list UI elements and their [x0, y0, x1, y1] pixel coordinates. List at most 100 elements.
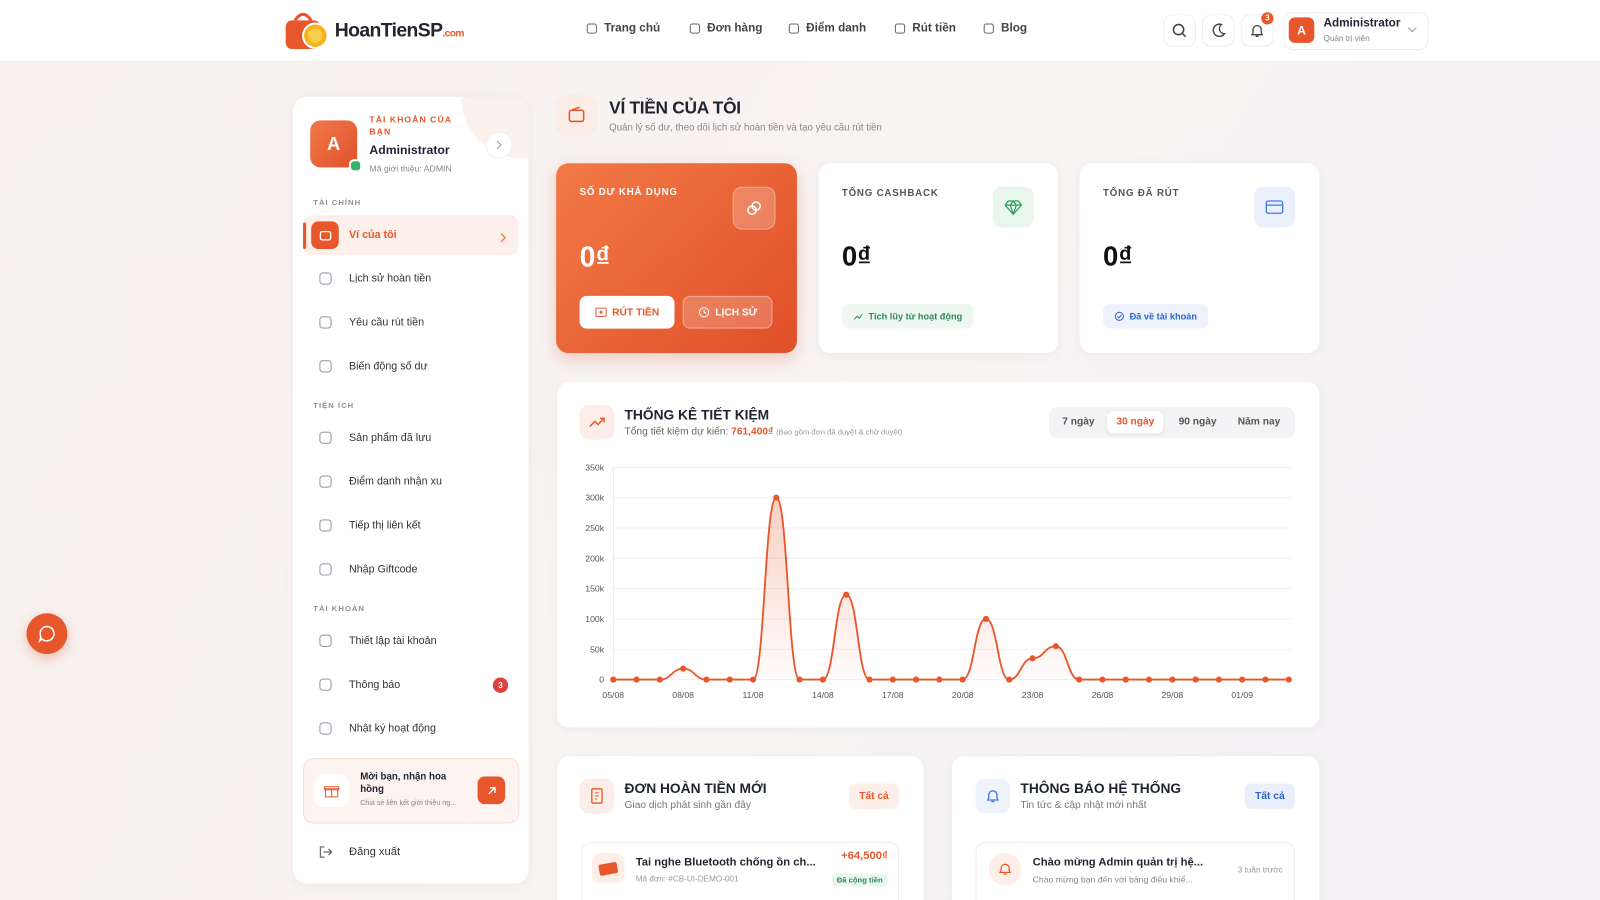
orders-icon — [579, 778, 615, 814]
menu-item[interactable]: Thông báo — [348, 678, 401, 691]
x-tick-label: 08/08 — [672, 690, 694, 700]
order-thumb — [591, 853, 625, 884]
y-tick-label: 300k — [585, 493, 604, 503]
logo: HoanTienSP — [334, 20, 443, 42]
point — [1169, 676, 1176, 683]
promo-text: Chia sẻ liên kết giới thiệu ng... — [360, 799, 457, 808]
withdraw-button[interactable]: RÚT TIỀN — [579, 295, 675, 329]
bell-icon — [999, 863, 1012, 875]
nav-item[interactable]: Rút tiền — [894, 22, 956, 35]
menu-item[interactable]: Tiếp thị liên kết — [348, 519, 421, 532]
y-tick-label: 200k — [585, 553, 604, 563]
x-tick-label: 01/09 — [1231, 690, 1253, 700]
order-status: Đã cộng tiền — [831, 873, 888, 887]
card-tag: Đã về tài khoản — [1103, 304, 1209, 329]
menu-icon-svg — [319, 519, 332, 532]
point — [1052, 643, 1059, 650]
user-role: Quản trị viên — [1323, 33, 1370, 43]
user-name: Administrator — [1323, 17, 1401, 30]
notice-icon — [988, 853, 1022, 886]
menu-item[interactable]: Biến động số dư — [348, 360, 428, 373]
period-tab[interactable]: Năm nay — [1237, 416, 1281, 428]
notice-time: 3 tuần trước — [1237, 865, 1283, 875]
point — [656, 676, 663, 683]
menu-item[interactable]: Sản phẩm đã lưu — [348, 431, 432, 444]
menu-item[interactable]: Thiết lập tài khoản — [348, 634, 437, 647]
point — [866, 676, 873, 683]
chart-note: (Bao gồm đơn đã duyệt & chờ duyệt) — [776, 427, 903, 437]
promo-button[interactable] — [477, 776, 506, 805]
search-icon — [1172, 23, 1187, 38]
menu-icon-svg — [319, 563, 332, 576]
period-tab[interactable]: 90 ngày — [1178, 416, 1217, 428]
nav-label: Blog — [1001, 22, 1028, 35]
nav-label: Điểm danh — [806, 22, 867, 35]
gift-icon — [323, 786, 340, 798]
promo-title: Mời bạn, nhận hoa hồng — [360, 771, 447, 795]
card-label: TỔNG CASHBACK — [841, 187, 939, 199]
nav-label: Trang chủ — [604, 22, 661, 35]
notices-all[interactable]: Tất cả — [1244, 783, 1295, 810]
button-label: LỊCH SỬ — [715, 306, 758, 318]
search-button[interactable] — [1163, 14, 1196, 47]
profile-arrow[interactable] — [485, 131, 513, 159]
nav-item[interactable]: Blog — [983, 22, 1028, 35]
profile-name: Administrator — [369, 142, 450, 158]
check-icon — [1114, 311, 1124, 321]
point — [1099, 676, 1106, 683]
menu-item[interactable]: Ví của tôi — [348, 228, 397, 241]
history-button[interactable]: LỊCH SỬ — [682, 295, 773, 329]
arrow-icon — [487, 786, 496, 794]
trend-icon — [589, 417, 605, 428]
point — [1122, 676, 1129, 683]
point — [913, 676, 920, 683]
menu-icon-svg — [319, 431, 332, 444]
notice-item[interactable] — [975, 841, 1295, 900]
chat-icon — [38, 625, 55, 643]
menu-item[interactable]: Lịch sử hoàn tiền — [348, 272, 432, 285]
nav-item[interactable]: Trang chủ — [586, 22, 661, 35]
page-icon — [556, 94, 597, 136]
point — [843, 591, 850, 598]
order-item[interactable] — [581, 841, 899, 900]
menu-icon-svg — [319, 634, 332, 647]
y-tick-label: 50k — [590, 644, 605, 654]
menu-item[interactable]: Yêu cầu rút tiền — [348, 316, 425, 329]
menu-item[interactable]: Nhập Giftcode — [348, 563, 418, 576]
orders-all[interactable]: Tất cả — [848, 783, 899, 810]
notices-title: THÔNG BÁO HỆ THỐNG — [1020, 780, 1182, 796]
point — [1006, 676, 1013, 683]
period-tab[interactable]: 30 ngày — [1107, 411, 1164, 434]
card-icon-svg — [1265, 200, 1284, 214]
logo-text[interactable]: HoanTienSP.com — [334, 20, 465, 42]
point — [726, 676, 733, 683]
period-tab[interactable]: 7 ngày — [1062, 416, 1095, 428]
nav-item[interactable]: Đơn hàng — [689, 22, 762, 35]
user-box[interactable] — [1283, 12, 1429, 50]
chat-button[interactable] — [26, 613, 68, 655]
nav-label: Rút tiền — [912, 22, 956, 35]
trend-icon — [853, 313, 863, 320]
point — [1192, 676, 1199, 683]
y-tick-label: 150k — [585, 584, 604, 594]
nav-icon — [689, 23, 700, 34]
logo-icon[interactable] — [284, 8, 333, 53]
logo-suffix: .com — [442, 28, 464, 40]
tag-label: Tích lũy từ hoạt động — [868, 311, 963, 322]
point — [680, 665, 687, 672]
point — [1029, 655, 1036, 662]
cash-icon — [595, 307, 607, 317]
nav-icon — [788, 23, 799, 34]
menu-item[interactable]: Nhật ký hoạt động — [348, 722, 436, 735]
logout[interactable]: Đăng xuất — [348, 845, 401, 859]
menu-chevron — [499, 230, 507, 248]
menu-item[interactable]: Điểm danh nhận xu — [348, 475, 442, 488]
bell-button[interactable] — [1240, 14, 1274, 47]
receipt-icon — [591, 788, 603, 804]
point — [1215, 676, 1222, 683]
theme-button[interactable] — [1202, 14, 1235, 47]
point — [633, 676, 640, 683]
profile-referral: Mã giới thiệu: ADMIN — [369, 163, 452, 174]
nav-item[interactable]: Điểm danh — [788, 22, 867, 35]
